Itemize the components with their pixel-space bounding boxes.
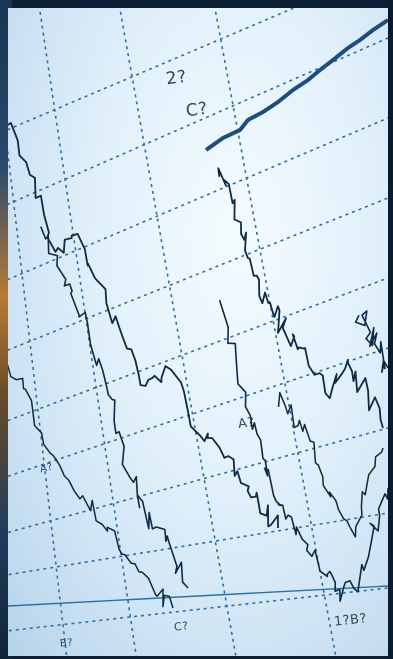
trace-edge: [354, 310, 388, 374]
label-bottom-a: C?: [173, 619, 190, 634]
chart-drawing: [8, 8, 388, 656]
trace-right-mid: [277, 391, 384, 538]
trace-lower: [8, 363, 174, 609]
price-traces: [8, 122, 388, 609]
trace-right-low: [218, 299, 388, 603]
label-mid-a: A?: [237, 414, 256, 433]
trace-left: [40, 226, 189, 589]
label-bottom-c: B?: [59, 637, 74, 650]
monitor-screen: 2? C? A? A? C? 1?B? B?: [8, 8, 388, 656]
label-top-b: C?: [184, 98, 210, 122]
trace-main: [8, 122, 279, 529]
label-top-a: 2?: [164, 66, 189, 90]
baseline: [8, 585, 388, 607]
right-background-strip: [388, 0, 393, 659]
step-trace: [204, 18, 388, 152]
trace-right: [217, 167, 384, 429]
